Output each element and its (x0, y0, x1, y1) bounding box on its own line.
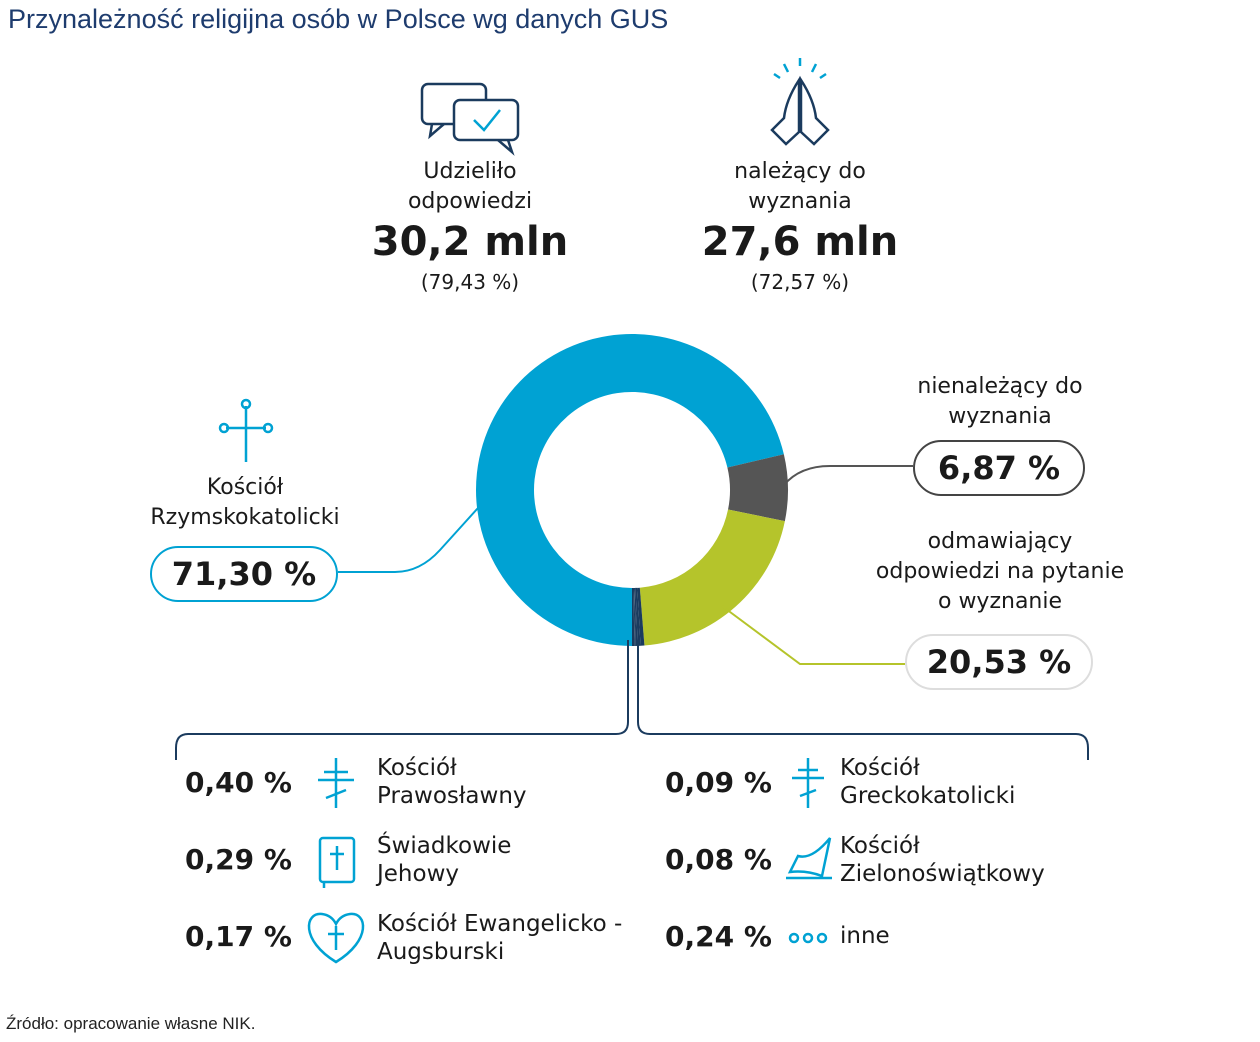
stat-label: Udzieliło odpowiedzi (407, 159, 533, 214)
value-label: 0,08 % (665, 843, 772, 876)
stat-share: (72,57 %) (750, 270, 850, 294)
value-label: 0,17 % (185, 920, 292, 953)
speech-icon (420, 82, 520, 156)
donut-segment (633, 587, 637, 646)
value-label: 0,09 % (665, 766, 772, 799)
category-label: Świadkowie Jehowy (377, 833, 512, 887)
category-label: nienależący do wyznania (917, 374, 1083, 429)
stat: Udzieliło odpowiedzi 30,2 mln (79,43 %) (320, 157, 620, 297)
value-label: 0,40 % (185, 766, 292, 799)
value-label: 0,29 % (185, 843, 292, 876)
chart-title: Przynależność religijna osób w Polsce wg… (8, 4, 669, 34)
callout-line (721, 605, 905, 665)
value-label: 6,87 % (913, 440, 1085, 496)
category-label: inne (840, 923, 890, 949)
donut-segment (634, 587, 638, 646)
prayer-icon (770, 58, 830, 146)
category-label: Kościół Ewangelicko -Augsburski (377, 911, 623, 965)
donut-segment (476, 333, 784, 646)
bracket (175, 640, 629, 760)
stat-share: (79,43 %) (420, 270, 520, 294)
category-label: Kościół Rzymskokatolicki (150, 475, 340, 530)
value-label: 71,30 % (150, 546, 338, 602)
bracket (637, 640, 1089, 760)
category-label: Kościół Prawosławny (377, 755, 527, 809)
callout-line (783, 465, 913, 486)
value-label: 0,24 % (665, 920, 772, 953)
donut (476, 333, 788, 646)
donut-segment (727, 454, 788, 522)
stat: należący do wyznania 27,6 mln (72,57 %) (650, 157, 950, 297)
stat-value: 27,6 mln (701, 219, 899, 265)
donut-segment (633, 587, 636, 646)
cross-icon (218, 398, 274, 462)
donut-segment (639, 509, 785, 646)
stat-value: 30,2 mln (371, 219, 569, 265)
value-label: 20,53 % (905, 634, 1093, 690)
category-label: Kościół Zielonoświątkowy (840, 833, 1045, 887)
source: Źródło: opracowanie własne NIK. (6, 1014, 256, 1033)
callout-line (338, 507, 479, 573)
category-label: odmawiający odpowiedzi na pytanie o wyzn… (875, 529, 1125, 614)
donut-segment (635, 587, 641, 646)
donut-segment (637, 587, 645, 646)
category-label: Kościół Greckokatolicki (840, 755, 1016, 809)
donut-segment (632, 587, 635, 646)
stat-label: należący do wyznania (734, 159, 866, 214)
small-icons (307, 758, 832, 964)
